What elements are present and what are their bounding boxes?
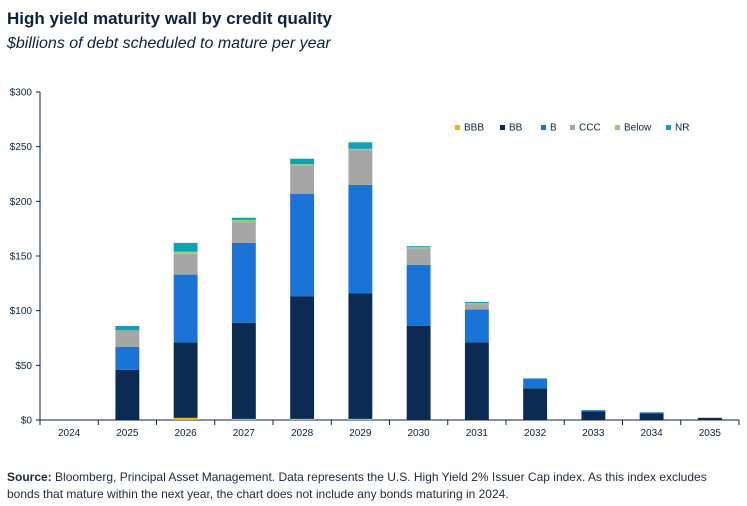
x-tick-label: 2026 xyxy=(175,428,198,439)
legend-label-bbb: BBB xyxy=(464,123,484,134)
x-tick-label: 2034 xyxy=(641,428,664,439)
x-tick-label: 2024 xyxy=(58,428,81,439)
bar-segment-nr-2029 xyxy=(348,142,373,149)
bar-segment-b-2030 xyxy=(406,264,431,326)
x-tick-label: 2031 xyxy=(466,428,489,439)
chart-subtitle: $billions of debt scheduled to mature pe… xyxy=(7,35,331,52)
source-note: Source: Bloomberg, Principal Asset Manag… xyxy=(7,469,742,503)
bar-segment-b-2028 xyxy=(290,193,315,297)
y-tick-label: $200 xyxy=(10,197,33,208)
y-tick-label: $50 xyxy=(15,361,32,372)
bar-segment-bb-2034 xyxy=(639,413,664,420)
bar-segment-b-2031 xyxy=(464,309,489,343)
legend-label-bb: BB xyxy=(509,123,523,134)
bar-segment-below-2031 xyxy=(464,303,489,305)
legend-label-nr: NR xyxy=(675,123,689,134)
y-tick-label: $150 xyxy=(10,252,33,263)
bar-segment-nr-2031 xyxy=(464,301,489,304)
bar-segment-bbb-2026 xyxy=(173,417,198,420)
bar-segment-below-2030 xyxy=(406,247,431,249)
chart-title: High yield maturity wall by credit quali… xyxy=(7,9,332,28)
bar-segment-below-2029 xyxy=(348,148,373,150)
x-tick-label: 2027 xyxy=(233,428,256,439)
x-tick-label: 2025 xyxy=(116,428,139,439)
bar-segment-b-2026 xyxy=(173,274,198,343)
bar-segment-bbb-2029 xyxy=(348,418,373,420)
bar-segment-nr-2030 xyxy=(406,246,431,248)
bar-segment-b-2033 xyxy=(581,410,606,412)
bar-segment-below-2027 xyxy=(231,219,256,223)
bar-segment-below-2026 xyxy=(173,251,198,254)
x-tick-label: 2033 xyxy=(582,428,605,439)
legend-label-ccc: CCC xyxy=(579,123,601,134)
chart-svg: $0 $50 $100 $150 $200 $250 $300 2024 2025 2026 202… xyxy=(10,88,740,439)
bar-segment-bb-2030 xyxy=(406,325,431,420)
bar-segment-bbb-2027 xyxy=(231,418,256,420)
legend-swatch-ccc xyxy=(570,125,575,130)
legend-swatch-bb xyxy=(500,125,505,130)
bar-segment-nr-2025 xyxy=(115,325,140,331)
y-tick-label: $250 xyxy=(10,142,33,153)
bar-segment-ccc-2028 xyxy=(290,165,315,194)
bar-segment-b-2029 xyxy=(348,184,373,294)
bar-segment-ccc-2025 xyxy=(115,330,140,347)
x-tick-label: 2029 xyxy=(349,428,372,439)
bar-segment-ccc-2031 xyxy=(464,304,489,310)
bar-segment-ccc-2030 xyxy=(406,248,431,265)
legend-swatch-nr xyxy=(666,125,671,130)
bar-segment-b-2025 xyxy=(115,346,140,370)
bar-segment-b-2034 xyxy=(639,412,664,414)
bar-segment-bb-2029 xyxy=(348,293,373,419)
bar-segment-nr-2026 xyxy=(173,242,198,252)
bar-segment-bbb-2028 xyxy=(290,418,315,420)
bar-segment-ccc-2027 xyxy=(231,222,256,243)
x-tick-label: 2032 xyxy=(524,428,547,439)
legend-label-below: Below xyxy=(624,123,652,134)
bar-segment-nr-2028 xyxy=(290,158,315,165)
bar-segment-below-2028 xyxy=(290,164,315,166)
source-label: Source: xyxy=(7,470,52,484)
bar-segment-bb-2032 xyxy=(523,388,548,420)
bar-segment-bb-2025 xyxy=(115,369,140,420)
legend-swatch-b xyxy=(541,125,546,130)
bar-segment-b-2027 xyxy=(231,242,256,323)
bar-segment-b-2032 xyxy=(523,378,548,389)
bar-segment-ccc-2026 xyxy=(173,253,198,275)
bar-segment-bb-2031 xyxy=(464,342,489,420)
bar-segment-bb-2033 xyxy=(581,411,606,420)
legend-swatch-below xyxy=(615,125,620,130)
bar-segment-ccc-2029 xyxy=(348,149,373,185)
bar-segment-bb-2028 xyxy=(290,296,315,419)
x-tick-label: 2028 xyxy=(291,428,314,439)
legend-swatch-bbb xyxy=(455,125,460,130)
y-tick-label: $100 xyxy=(10,306,33,317)
bar-segment-bb-2035 xyxy=(697,417,722,420)
source-text: Bloomberg, Principal Asset Management. D… xyxy=(7,470,707,501)
bar-segment-bb-2026 xyxy=(173,342,198,418)
y-tick-label: $0 xyxy=(21,416,33,427)
y-tick-label: $300 xyxy=(10,88,33,99)
x-tick-label: 2035 xyxy=(699,428,722,439)
bar-segment-bb-2027 xyxy=(231,322,256,419)
x-tick-label: 2030 xyxy=(408,428,431,439)
legend-label-b: B xyxy=(550,123,557,134)
bar-segment-nr-2027 xyxy=(231,217,256,220)
